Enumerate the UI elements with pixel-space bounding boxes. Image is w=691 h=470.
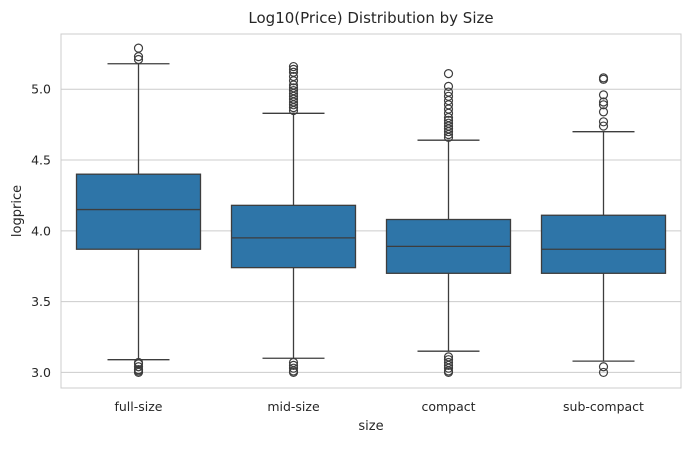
outlier-point xyxy=(443,118,454,128)
outlier-point xyxy=(288,83,299,93)
outlier-point xyxy=(598,367,609,378)
outlier-point xyxy=(443,352,454,362)
outlier-point xyxy=(598,362,609,372)
outlier-point xyxy=(133,364,144,375)
box-plots xyxy=(75,43,667,378)
y-tick-label: 3.0 xyxy=(31,365,51,380)
outlier-point xyxy=(288,64,299,75)
outlier-point xyxy=(133,362,144,372)
outlier-point xyxy=(598,73,609,83)
outlier-point xyxy=(598,117,609,127)
outlier-point xyxy=(598,90,609,100)
y-tick-labels: 3.0 3.5 4.0 4.5 5.0 xyxy=(31,82,51,380)
outlier-point xyxy=(443,355,454,365)
outlier-point xyxy=(598,97,609,107)
outlier-point xyxy=(598,107,609,117)
y-tick-label: 4.5 xyxy=(31,153,51,168)
x-tick-labels: full-size mid-size compact sub-compact xyxy=(114,399,644,414)
outlier-point xyxy=(288,67,299,77)
outlier-point xyxy=(133,43,144,53)
outlier-point xyxy=(288,86,299,96)
x-tick-label: sub-compact xyxy=(563,399,644,414)
box-iqr xyxy=(75,173,202,250)
chart-title: Log10(Price) Distribution by Size xyxy=(248,9,493,27)
outlier-point xyxy=(133,357,144,368)
x-tick-label: compact xyxy=(421,399,475,414)
y-tick-label: 3.5 xyxy=(31,294,51,309)
y-axis-label: logprice xyxy=(10,185,25,237)
box-sub-compact xyxy=(540,73,667,378)
outlier-point xyxy=(288,71,299,82)
outlier-point xyxy=(133,54,144,65)
outlier-point xyxy=(598,121,609,131)
outlier-point xyxy=(598,100,609,110)
x-axis-label: size xyxy=(358,419,383,434)
outlier-point xyxy=(288,363,299,373)
outlier-point xyxy=(288,61,299,72)
x-tick-label: mid-size xyxy=(267,399,320,414)
outlier-point xyxy=(443,81,454,91)
x-tick-label: full-size xyxy=(114,399,162,414)
outlier-point xyxy=(443,87,454,97)
outlier-point xyxy=(443,69,454,79)
outlier-point xyxy=(288,357,299,368)
box-mid-size xyxy=(230,61,357,378)
box-iqr xyxy=(540,214,667,274)
outlier-point xyxy=(443,357,454,368)
box-iqr xyxy=(230,204,357,269)
outlier-point xyxy=(443,91,454,101)
box-compact xyxy=(385,69,512,378)
y-tick-label: 4.0 xyxy=(31,223,51,238)
outlier-point xyxy=(443,115,454,125)
y-tick-label: 5.0 xyxy=(31,82,51,97)
box-full-size xyxy=(75,43,202,378)
outlier-point xyxy=(288,360,299,370)
